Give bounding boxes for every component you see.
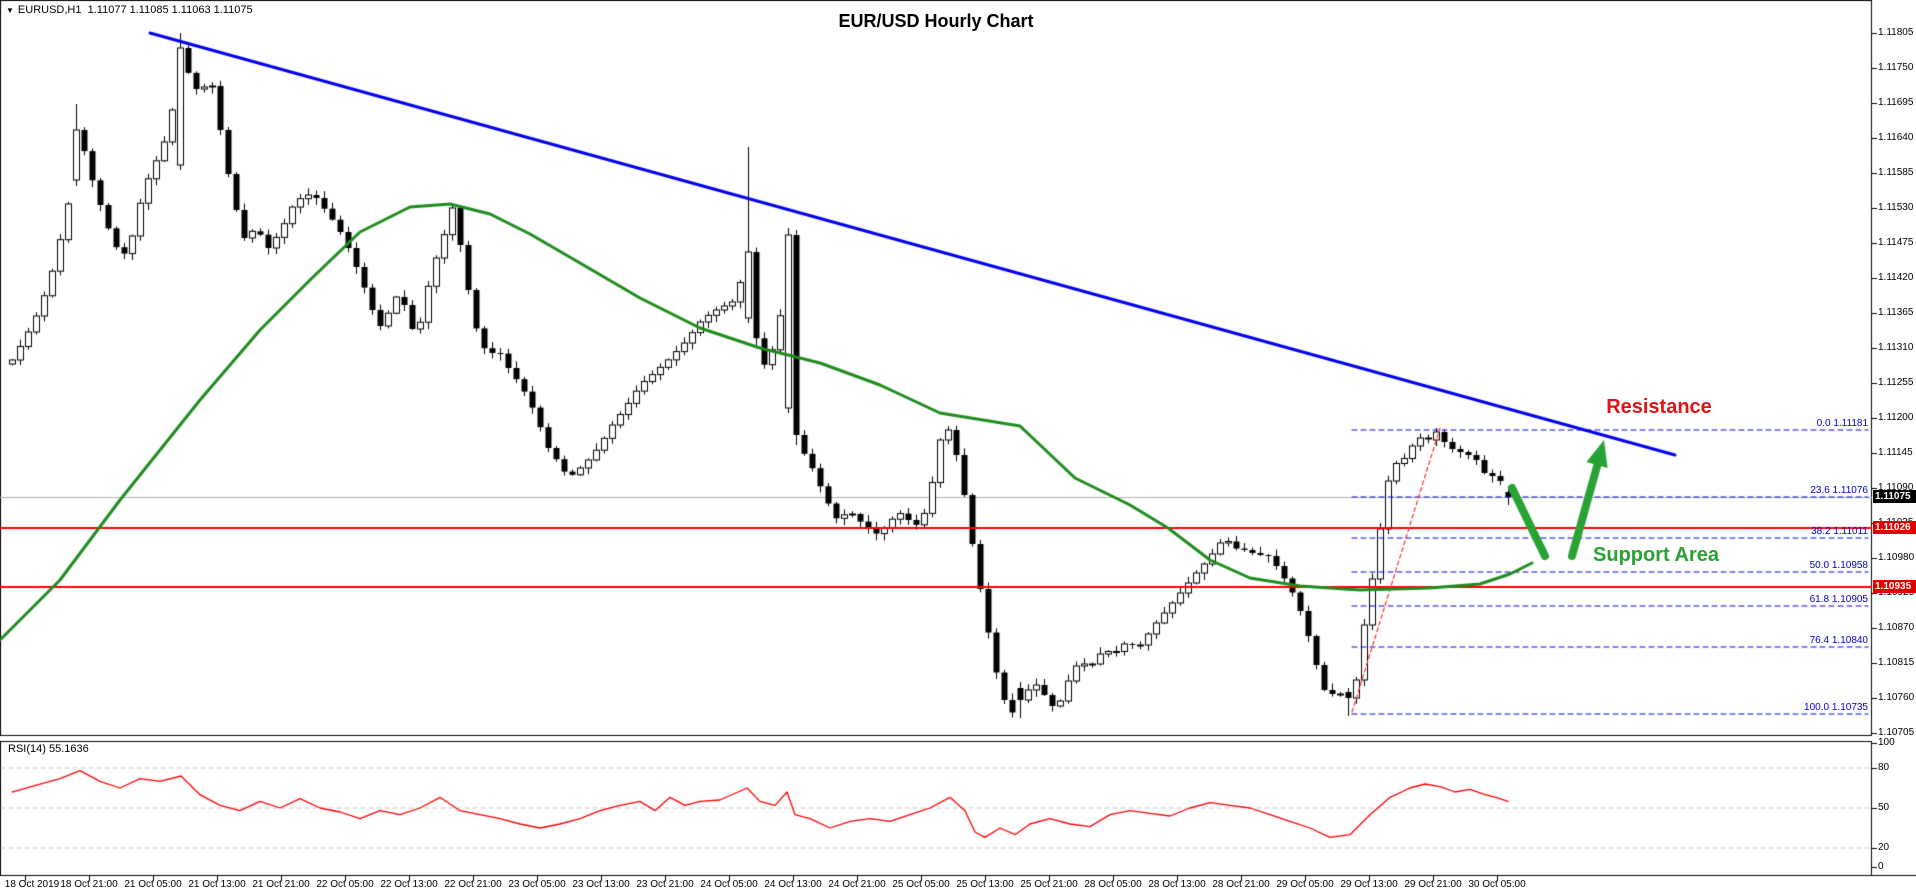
date-axis-label: 30 Oct 05:00 — [1468, 879, 1526, 890]
date-axis-label: 22 Oct 13:00 — [380, 879, 438, 890]
resistance-annotation: Resistance — [1606, 396, 1712, 418]
chart-title: EUR/USD Hourly Chart — [838, 11, 1034, 31]
date-axis-label: 18 Oct 2019 — [4, 879, 60, 890]
price-axis-label: 1.10980 — [1878, 552, 1915, 563]
price-axis-label: 1.11310 — [1878, 342, 1914, 353]
date-axis-label: 21 Oct 05:00 — [124, 879, 182, 890]
date-axis-label: 18 Oct 21:00 — [60, 879, 118, 890]
price-axis-label: 1.11420 — [1878, 272, 1914, 283]
date-axis-label: 24 Oct 21:00 — [828, 879, 886, 890]
date-axis-label: 22 Oct 05:00 — [316, 879, 374, 890]
price-axis-label: 1.11090 — [1878, 482, 1914, 493]
rsi-axis-label: 100 — [1878, 737, 1895, 748]
date-axis-label: 28 Oct 13:00 — [1148, 879, 1206, 890]
price-axis-label: 1.11255 — [1878, 377, 1914, 388]
rsi-axis-label: 20 — [1878, 842, 1890, 853]
date-axis-label: 25 Oct 21:00 — [1020, 879, 1078, 890]
fib-level-label: 38.2 1.11011 — [1811, 526, 1868, 537]
date-axis-label: 29 Oct 21:00 — [1404, 879, 1462, 890]
fib-level-label: 100.0 1.10735 — [1804, 702, 1868, 713]
price-axis-label: 1.11640 — [1878, 132, 1914, 143]
price-axis-label: 1.11695 — [1878, 97, 1914, 108]
fib-level-label: 76.4 1.10840 — [1809, 635, 1868, 646]
date-axis-label: 21 Oct 21:00 — [252, 879, 310, 890]
price-axis-label: 1.11475 — [1878, 237, 1914, 248]
price-axis-label: 1.10760 — [1878, 692, 1915, 703]
price-axis-label: 1.10815 — [1878, 657, 1915, 668]
date-axis-label: 28 Oct 05:00 — [1084, 879, 1142, 890]
symbol-ohlc-line: ▼ EURUSD,H1 1.11077 1.11085 1.11063 1.110… — [6, 4, 253, 16]
date-axis-label: 24 Oct 13:00 — [764, 879, 822, 890]
price-badge: 1.11026 — [1873, 521, 1916, 534]
price-axis-label: 1.11145 — [1878, 447, 1913, 458]
date-axis-label: 29 Oct 13:00 — [1340, 879, 1398, 890]
support-area-annotation: Support Area — [1593, 544, 1719, 566]
price-badge: 1.11075 — [1873, 490, 1916, 503]
date-axis-label: 25 Oct 05:00 — [892, 879, 950, 890]
fib-level-label: 61.8 1.10905 — [1809, 594, 1868, 605]
price-axis-label: 1.11530 — [1878, 202, 1914, 213]
price-axis-label: 1.10705 — [1878, 727, 1915, 738]
collapse-triangle-icon[interactable]: ▼ — [6, 6, 14, 15]
rsi-indicator-label: RSI(14) 55.1636 — [8, 743, 89, 755]
date-axis-label: 28 Oct 21:00 — [1212, 879, 1270, 890]
fib-level-label: 23.6 1.11076 — [1810, 485, 1868, 496]
price-axis-label: 1.11805 — [1878, 27, 1914, 38]
rsi-axis-label: 50 — [1878, 802, 1890, 813]
price-axis-label: 1.11365 — [1878, 307, 1914, 318]
fib-level-label: 50.0 1.10958 — [1809, 560, 1868, 571]
date-axis-label: 23 Oct 13:00 — [572, 879, 630, 890]
price-badge: 1.10935 — [1873, 580, 1916, 593]
rsi-axis-label: 80 — [1878, 762, 1890, 773]
date-axis-label: 23 Oct 05:00 — [508, 879, 566, 890]
price-axis-label: 1.10870 — [1878, 622, 1915, 633]
date-axis-label: 29 Oct 05:00 — [1276, 879, 1334, 890]
date-axis-label: 23 Oct 21:00 — [636, 879, 694, 890]
date-axis-label: 25 Oct 13:00 — [956, 879, 1014, 890]
date-axis-label: 22 Oct 21:00 — [444, 879, 502, 890]
price-axis-label: 1.11200 — [1878, 412, 1914, 423]
rsi-axis-label: 0 — [1878, 861, 1884, 872]
price-axis-label: 1.11750 — [1878, 62, 1914, 73]
ohlc-values: 1.11077 1.11085 1.11063 1.11075 — [87, 4, 253, 16]
date-axis-label: 24 Oct 05:00 — [700, 879, 758, 890]
price-axis-label: 1.11585 — [1878, 167, 1914, 178]
date-axis-label: 21 Oct 13:00 — [188, 879, 246, 890]
symbol-name: EURUSD,H1 — [17, 4, 82, 16]
fib-level-label: 0.0 1.11181 — [1816, 418, 1868, 429]
